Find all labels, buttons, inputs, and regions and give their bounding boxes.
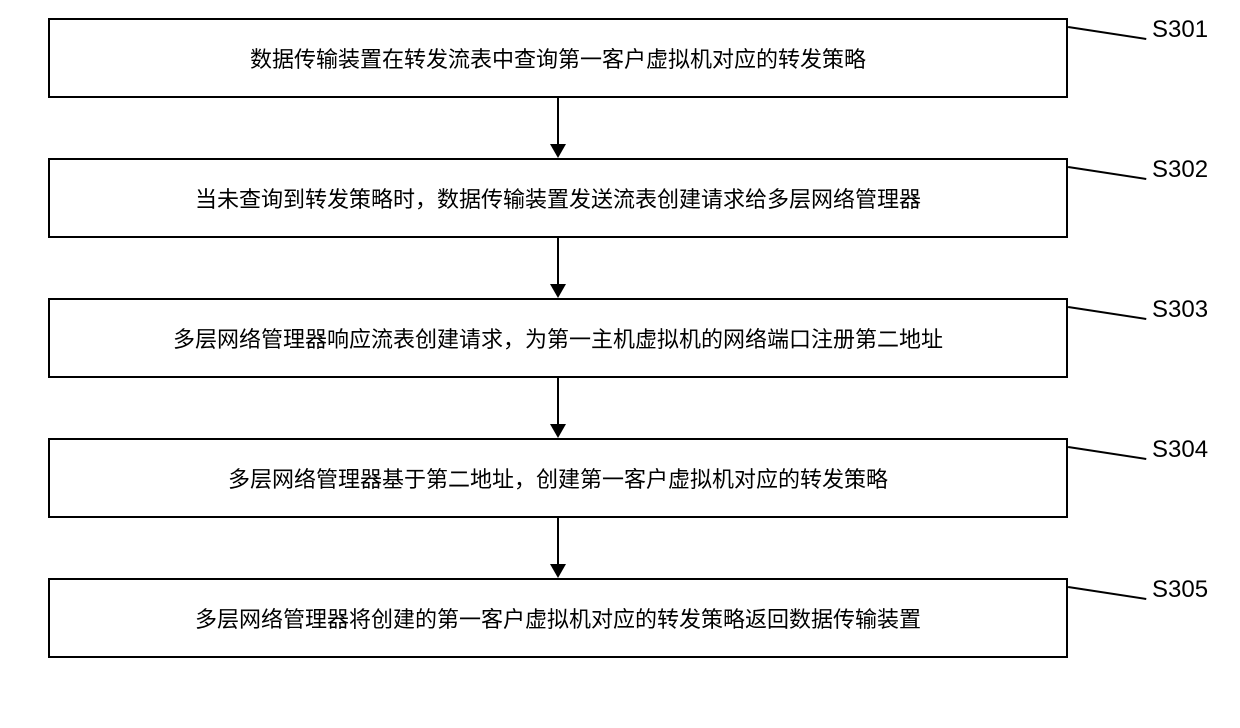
step-label-s305: S305 [1152,576,1208,604]
step-text-s303: 多层网络管理器响应流表创建请求，为第一主机虚拟机的网络端口注册第二地址 [173,322,943,354]
leader-s301 [1068,26,1146,40]
step-label-s301: S301 [1152,16,1208,44]
step-box-s304: 多层网络管理器基于第二地址，创建第一客户虚拟机对应的转发策略 [48,438,1068,518]
step-text-s302: 当未查询到转发策略时，数据传输装置发送流表创建请求给多层网络管理器 [195,182,921,214]
step-box-s305: 多层网络管理器将创建的第一客户虚拟机对应的转发策略返回数据传输装置 [48,578,1068,658]
step-box-s302: 当未查询到转发策略时，数据传输装置发送流表创建请求给多层网络管理器 [48,158,1068,238]
step-text-s305: 多层网络管理器将创建的第一客户虚拟机对应的转发策略返回数据传输装置 [195,602,921,634]
flowchart-canvas: 数据传输装置在转发流表中查询第一客户虚拟机对应的转发策略 S301 当未查询到转… [0,0,1240,728]
leader-s302 [1068,166,1146,180]
step-box-s303: 多层网络管理器响应流表创建请求，为第一主机虚拟机的网络端口注册第二地址 [48,298,1068,378]
leader-s304 [1068,446,1146,460]
step-text-s304: 多层网络管理器基于第二地址，创建第一客户虚拟机对应的转发策略 [228,462,888,494]
step-box-s301: 数据传输装置在转发流表中查询第一客户虚拟机对应的转发策略 [48,18,1068,98]
leader-s305 [1068,586,1146,600]
step-text-s301: 数据传输装置在转发流表中查询第一客户虚拟机对应的转发策略 [250,42,866,74]
leader-s303 [1068,306,1146,320]
step-label-s304: S304 [1152,436,1208,464]
step-label-s302: S302 [1152,156,1208,184]
step-label-s303: S303 [1152,296,1208,324]
